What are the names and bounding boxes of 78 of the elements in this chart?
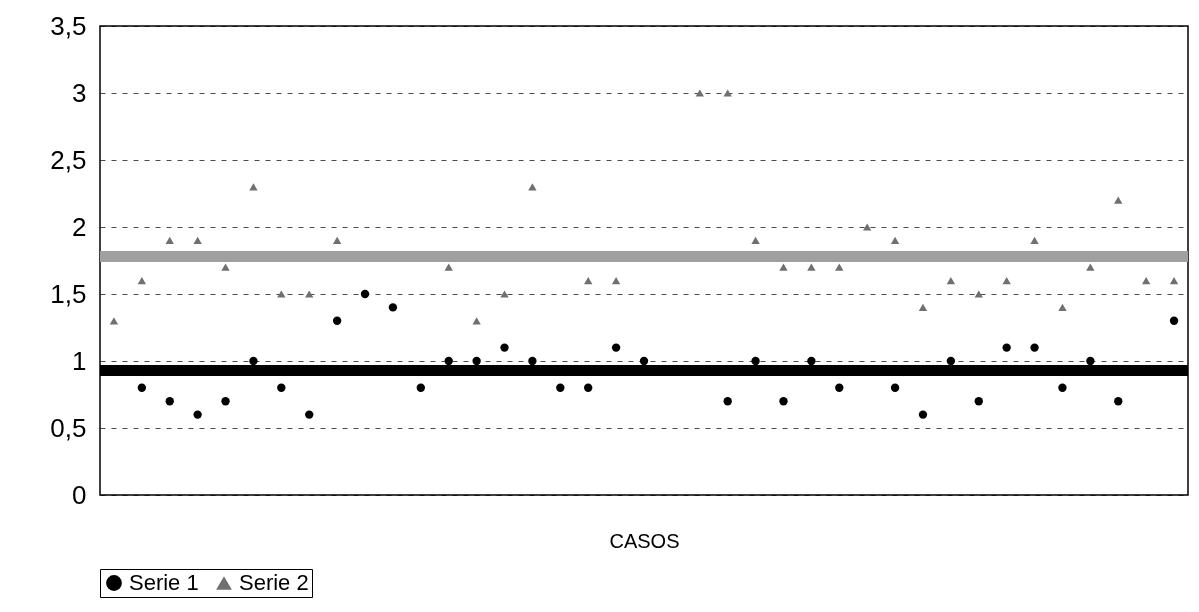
point bbox=[221, 397, 230, 406]
point bbox=[723, 89, 732, 97]
point bbox=[165, 397, 174, 406]
point bbox=[528, 183, 537, 191]
point bbox=[137, 383, 147, 392]
point bbox=[472, 356, 481, 366]
point bbox=[193, 236, 202, 245]
legend-label: Serie 2 bbox=[239, 570, 309, 595]
point bbox=[1030, 343, 1039, 352]
point bbox=[779, 263, 788, 271]
point bbox=[863, 223, 872, 231]
point bbox=[305, 290, 314, 298]
point bbox=[918, 303, 928, 312]
point bbox=[611, 276, 621, 285]
point bbox=[1086, 356, 1095, 366]
point bbox=[1169, 276, 1179, 285]
point bbox=[946, 356, 956, 366]
point bbox=[1002, 276, 1011, 285]
y-tick-label: 3 bbox=[72, 77, 87, 108]
point bbox=[1169, 316, 1179, 325]
y-tick-label: 1,5 bbox=[50, 278, 87, 309]
point bbox=[1114, 397, 1123, 406]
point bbox=[890, 236, 900, 245]
point bbox=[109, 317, 119, 325]
point bbox=[221, 263, 230, 271]
point bbox=[277, 383, 286, 392]
legend-label: Serie 1 bbox=[129, 570, 199, 595]
point bbox=[584, 276, 593, 285]
point bbox=[137, 276, 147, 285]
point bbox=[1058, 383, 1067, 392]
point bbox=[611, 343, 621, 352]
point bbox=[779, 397, 788, 406]
point bbox=[500, 290, 509, 298]
point bbox=[1086, 263, 1095, 271]
point bbox=[388, 303, 398, 312]
point bbox=[974, 397, 983, 406]
point bbox=[835, 263, 844, 271]
point bbox=[444, 263, 453, 271]
point bbox=[472, 317, 481, 325]
point bbox=[444, 356, 453, 366]
point bbox=[528, 356, 537, 366]
point bbox=[249, 183, 258, 191]
point bbox=[918, 410, 928, 419]
point bbox=[1114, 196, 1123, 204]
point bbox=[360, 289, 370, 299]
y-tick-label: 0,5 bbox=[50, 412, 87, 443]
point bbox=[332, 316, 342, 325]
point bbox=[751, 236, 760, 245]
point bbox=[1002, 343, 1011, 352]
point bbox=[556, 383, 565, 392]
point bbox=[723, 397, 732, 406]
point bbox=[695, 89, 704, 97]
point bbox=[332, 236, 342, 245]
point bbox=[1030, 236, 1039, 245]
point bbox=[305, 410, 314, 419]
point bbox=[974, 290, 983, 298]
point bbox=[807, 263, 816, 271]
point bbox=[890, 383, 900, 392]
point bbox=[807, 356, 816, 366]
point bbox=[1058, 303, 1067, 312]
point bbox=[751, 356, 760, 366]
y-tick-label: 3,5 bbox=[50, 10, 87, 41]
y-tick-label: 2 bbox=[72, 211, 87, 242]
point bbox=[249, 356, 258, 366]
point bbox=[835, 383, 844, 392]
point bbox=[165, 236, 174, 245]
point bbox=[416, 383, 425, 392]
point bbox=[584, 383, 593, 392]
point bbox=[1141, 276, 1151, 285]
y-tick-label: 0 bbox=[72, 479, 87, 510]
point bbox=[946, 276, 956, 285]
point bbox=[639, 356, 649, 366]
y-tick-label: 1 bbox=[72, 345, 87, 376]
point bbox=[500, 343, 509, 352]
y-tick-label: 2,5 bbox=[50, 144, 87, 175]
x-axis-title: CASOS bbox=[609, 529, 680, 552]
point bbox=[193, 410, 202, 419]
point bbox=[277, 290, 286, 298]
